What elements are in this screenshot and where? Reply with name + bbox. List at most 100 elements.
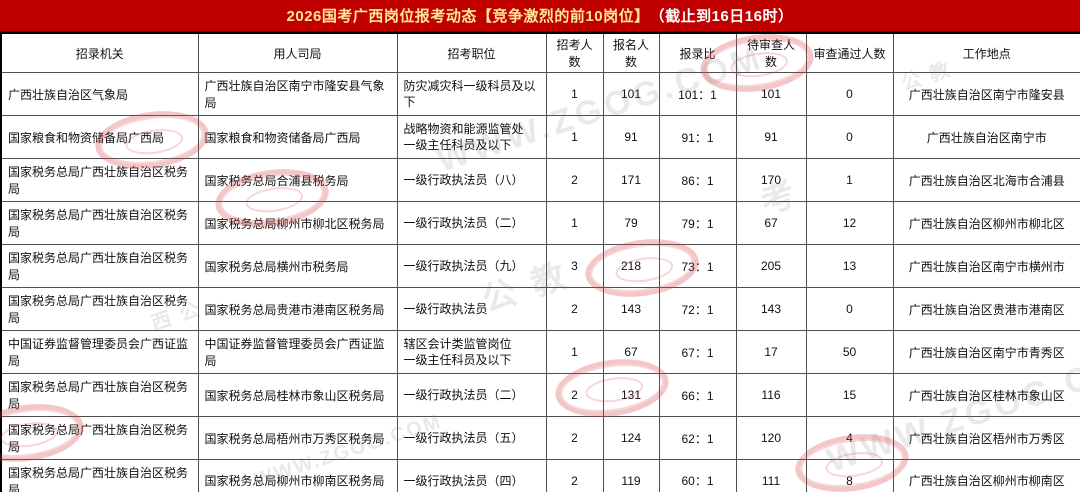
table-cell: 67：1 xyxy=(658,330,737,374)
table-cell: 国家税务总局广西壮族自治区税务局 xyxy=(0,158,199,202)
table-cell: 国家粮食和物资储备局广西局 xyxy=(197,115,398,159)
table-cell: 119 xyxy=(602,459,660,492)
table-cell: 111 xyxy=(735,459,807,492)
table-cell: 一级行政执法员（四） xyxy=(396,459,547,492)
table-cell: 战略物资和能源监管处 一级主任科员及以下 xyxy=(396,115,547,159)
table-cell: 广西壮族自治区柳州市柳北区 xyxy=(892,201,1080,245)
table-cell: 218 xyxy=(602,244,660,288)
table-header-cell: 工作地点 xyxy=(892,32,1080,73)
table-cell: 一级行政执法员（二） xyxy=(396,201,547,245)
table-cell: 120 xyxy=(735,416,807,460)
table-cell: 国家税务总局广西壮族自治区税务局 xyxy=(0,459,199,492)
table-row: 国家税务总局广西壮族自治区税务局 国家税务总局柳州市柳北区税务局 一级行政执法员（二… xyxy=(0,201,1080,245)
table-cell: 1 xyxy=(545,330,604,374)
table-cell: 广西壮族自治区南宁市隆安县 xyxy=(892,72,1080,116)
table-cell: 91 xyxy=(735,115,807,159)
table-cell: 143 xyxy=(602,287,660,331)
table-cell: 91：1 xyxy=(658,115,737,159)
table-header-cell: 用人司局 xyxy=(197,32,398,73)
table-row: 广西壮族自治区气象局 广西壮族自治区南宁市隆安县气象局 防灾减灾科一级科员及以下 1 1… xyxy=(0,72,1080,116)
table-header-cell: 报名人数 xyxy=(602,32,660,73)
table-cell: 辖区会计类监管岗位 一级主任科员及以下 xyxy=(396,330,547,374)
table-row: 国家税务总局广西壮族自治区税务局 国家税务总局梧州市万秀区税务局 一级行政执法员（五… xyxy=(0,416,1080,460)
table-cell: 143 xyxy=(735,287,807,331)
table-row: 国家粮食和物资储备局广西局 国家粮食和物资储备局广西局 战略物资和能源监管处 一级主… xyxy=(0,115,1080,159)
table-cell: 一级行政执法员（二） xyxy=(396,373,547,417)
table-cell: 0 xyxy=(805,72,894,116)
table-cell: 一级行政执法员（八） xyxy=(396,158,547,202)
table-cell: 国家粮食和物资储备局广西局 xyxy=(0,115,199,159)
table-header-cell: 招录机关 xyxy=(0,32,199,73)
table-cell: 8 xyxy=(805,459,894,492)
table-header-cell: 招考职位 xyxy=(396,32,547,73)
table-cell: 116 xyxy=(735,373,807,417)
table-cell: 171 xyxy=(602,158,660,202)
table-cell: 国家税务总局桂林市象山区税务局 xyxy=(197,373,398,417)
table-cell: 101：1 xyxy=(658,72,737,116)
table-cell: 中国证券监督管理委员会广西证监局 xyxy=(197,330,398,374)
table-cell: 1 xyxy=(545,201,604,245)
table-cell: 86：1 xyxy=(658,158,737,202)
table-header-cell: 报录比 xyxy=(658,32,737,73)
table-row: 国家税务总局广西壮族自治区税务局 国家税务总局桂林市象山区税务局 一级行政执法员（二… xyxy=(0,373,1080,417)
table-cell: 一级行政执法员（九） xyxy=(396,244,547,288)
table-cell: 17 xyxy=(735,330,807,374)
table-cell: 2 xyxy=(545,287,604,331)
table-cell: 国家税务总局合浦县税务局 xyxy=(197,158,398,202)
table-cell: 79 xyxy=(602,201,660,245)
table-cell: 13 xyxy=(805,244,894,288)
page-title: 2026国考广西岗位报考动态【竞争激烈的前10岗位】 xyxy=(286,8,650,25)
table-cell: 广西壮族自治区梧州市万秀区 xyxy=(892,416,1080,460)
table-cell: 12 xyxy=(805,201,894,245)
jobs-table: 招录机关 用人司局 招考职位 招考人数 报名人数 报录比 待审查人数 审查通过人数 工作地点 广… xyxy=(0,32,1080,492)
table-header-row: 招录机关 用人司局 招考职位 招考人数 报名人数 报录比 待审查人数 审查通过人数 工作地点 xyxy=(0,32,1080,73)
table-cell: 国家税务总局柳州市柳北区税务局 xyxy=(197,201,398,245)
page-title-suffix: （截止到16日16时） xyxy=(649,8,794,25)
table-row: 中国证券监督管理委员会广西证监局 中国证券监督管理委员会广西证监局 辖区会计类监管岗… xyxy=(0,330,1080,374)
table-cell: 67 xyxy=(735,201,807,245)
table-cell: 广西壮族自治区北海市合浦县 xyxy=(892,158,1080,202)
table-cell: 国家税务总局广西壮族自治区税务局 xyxy=(0,201,199,245)
table-cell: 1 xyxy=(805,158,894,202)
table-row: 国家税务总局广西壮族自治区税务局 国家税务总局贵港市港南区税务局 一级行政执法员 2 1… xyxy=(0,287,1080,331)
table-cell: 79：1 xyxy=(658,201,737,245)
table-cell: 国家税务总局广西壮族自治区税务局 xyxy=(0,416,199,460)
table-cell: 1 xyxy=(545,72,604,116)
table-cell: 170 xyxy=(735,158,807,202)
table-cell: 124 xyxy=(602,416,660,460)
table-cell: 73：1 xyxy=(658,244,737,288)
table-cell: 205 xyxy=(735,244,807,288)
table-header-cell: 招考人数 xyxy=(545,32,604,73)
title-bar: 2026国考广西岗位报考动态【竞争激烈的前10岗位】 （截止到16日16时） xyxy=(0,0,1080,32)
table-cell: 3 xyxy=(545,244,604,288)
table-cell: 2 xyxy=(545,416,604,460)
table-cell: 0 xyxy=(805,287,894,331)
table-cell: 91 xyxy=(602,115,660,159)
table-cell: 国家税务总局横州市税务局 xyxy=(197,244,398,288)
table-cell: 1 xyxy=(545,115,604,159)
table-cell: 广西壮族自治区南宁市横州市 xyxy=(892,244,1080,288)
table-cell: 广西壮族自治区桂林市象山区 xyxy=(892,373,1080,417)
table-cell: 60：1 xyxy=(658,459,737,492)
table-cell: 防灾减灾科一级科员及以下 xyxy=(396,72,547,116)
table-cell: 广西壮族自治区柳州市柳南区 xyxy=(892,459,1080,492)
table-row: 国家税务总局广西壮族自治区税务局 国家税务总局横州市税务局 一级行政执法员（九） 3 2… xyxy=(0,244,1080,288)
table-row: 国家税务总局广西壮族自治区税务局 国家税务总局柳州市柳南区税务局 一级行政执法员（四… xyxy=(0,459,1080,492)
table-cell: 2 xyxy=(545,158,604,202)
table-cell: 67 xyxy=(602,330,660,374)
table-cell: 2 xyxy=(545,459,604,492)
table-row: 国家税务总局广西壮族自治区税务局 国家税务总局合浦县税务局 一级行政执法员（八） 2 1… xyxy=(0,158,1080,202)
table-cell: 广西壮族自治区南宁市 xyxy=(892,115,1080,159)
table-header-cell: 审查通过人数 xyxy=(805,32,894,73)
table-cell: 广西壮族自治区气象局 xyxy=(0,72,199,116)
table-cell: 50 xyxy=(805,330,894,374)
table-cell: 国家税务总局广西壮族自治区税务局 xyxy=(0,287,199,331)
table-cell: 72：1 xyxy=(658,287,737,331)
table-cell: 4 xyxy=(805,416,894,460)
table-cell: 0 xyxy=(805,115,894,159)
table-cell: 广西壮族自治区南宁市青秀区 xyxy=(892,330,1080,374)
table-cell: 国家税务总局柳州市柳南区税务局 xyxy=(197,459,398,492)
table-cell: 国家税务总局广西壮族自治区税务局 xyxy=(0,373,199,417)
table-cell: 国家税务总局贵港市港南区税务局 xyxy=(197,287,398,331)
